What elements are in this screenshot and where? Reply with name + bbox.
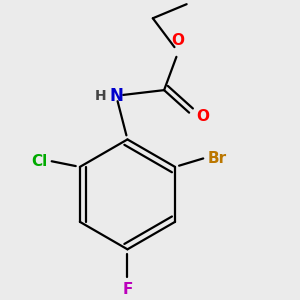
Text: O: O	[172, 33, 185, 48]
Text: N: N	[109, 87, 123, 105]
Text: F: F	[122, 282, 133, 297]
Text: O: O	[196, 110, 209, 124]
Text: Cl: Cl	[31, 154, 47, 169]
Text: H: H	[95, 89, 106, 103]
Text: Br: Br	[207, 151, 226, 166]
